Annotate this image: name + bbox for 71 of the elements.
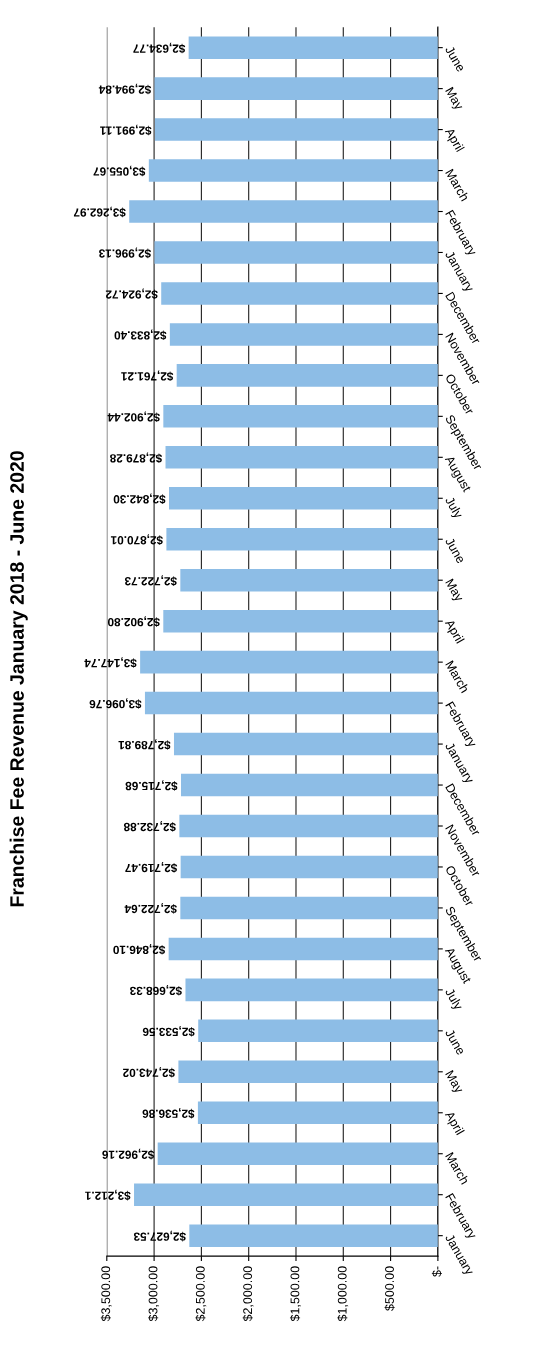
data-label: $2,833.40 [114,329,167,341]
bar [198,1019,438,1043]
bar [180,855,438,879]
data-label: $2,902.80 [107,616,160,627]
x-tick-label: $1,000.00 [337,1266,349,1322]
x-tick-label: $3,500.00 [100,1266,112,1322]
data-label: $2,536.86 [142,1107,195,1119]
bar [129,200,438,223]
data-label: $3,212.1 [85,1189,131,1201]
data-label: $2,962.16 [102,1148,155,1160]
bar [168,937,438,961]
x-tick-label: $2,000.00 [242,1266,254,1322]
bar [185,978,438,1002]
bar [157,1142,438,1165]
bar [173,732,438,756]
bar [189,1224,438,1247]
data-label: $2,842.30 [113,493,166,504]
data-label: $2,668.33 [130,984,183,996]
data-label: $2,634.77 [133,42,186,54]
data-label: $2,994.84 [98,83,152,95]
bar [176,364,438,387]
bar [154,241,438,264]
y-tick-label: July [442,987,464,1013]
data-label: $2,761.21 [121,370,174,382]
data-label: $2,879.28 [110,452,163,464]
bar [163,405,438,428]
bar [140,650,438,674]
data-label: $2,732.88 [123,821,176,832]
data-label: $2,533.56 [142,1025,195,1037]
data-label: $2,627.53 [133,1230,186,1242]
bar [169,487,438,510]
x-tick-label: $- [431,1266,442,1277]
data-label: $2,719.47 [125,862,178,873]
bar [179,814,438,838]
bar [154,118,438,141]
data-label: $2,846.10 [113,944,166,955]
bar [178,1060,438,1084]
x-tick-label: $2,500.00 [195,1266,207,1322]
data-label: $2,991.11 [100,124,152,136]
data-label: $3,055.67 [93,165,146,177]
y-tick-label: July [442,495,464,521]
bar [180,773,438,797]
data-label: $3,262.97 [73,206,126,218]
bar [154,77,438,100]
bar [188,36,438,59]
data-label: $2,996.13 [99,247,152,259]
data-label: $2,715.68 [125,780,178,791]
bar [169,323,438,346]
data-label: $2,789.81 [118,739,171,750]
data-label: $2,902.44 [107,411,160,423]
bar [163,609,438,633]
x-tick-label: $1,500.00 [289,1266,301,1322]
bar [134,1183,438,1206]
bar [166,527,438,551]
bar [144,691,438,715]
data-label: $2,722.73 [124,575,177,586]
bar [161,282,438,305]
bar [197,1101,438,1125]
text: Franchise Fee Revenue January 2018 - June 2020 [9,451,28,907]
data-label: $2,924.72 [105,288,158,300]
data-label: $3,096.76 [89,698,142,709]
data-label: $2,743.02 [123,1066,175,1078]
x-tick-label: $500.00 [384,1266,395,1311]
x-tick-label: $3,000.00 [148,1266,159,1322]
bar [148,159,438,182]
data-label: $2,722.64 [124,903,177,914]
bar [165,446,438,469]
bar [180,896,438,920]
data-label: $2,870.01 [110,534,163,545]
bar [180,568,438,592]
data-label: $3,147.74 [84,657,137,668]
